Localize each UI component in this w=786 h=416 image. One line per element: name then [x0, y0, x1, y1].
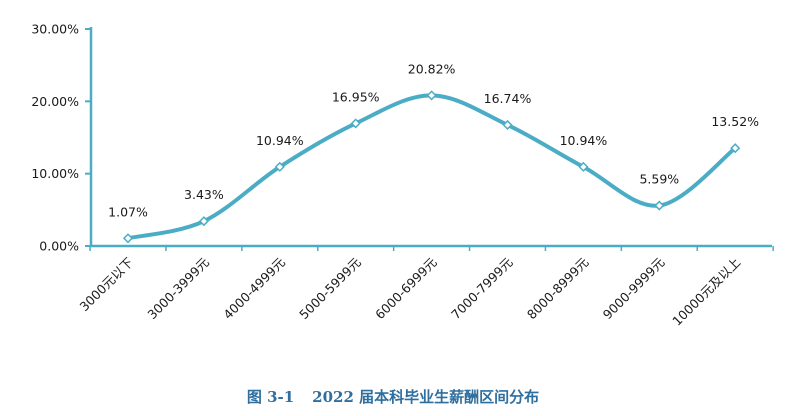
data-point-marker	[274, 161, 285, 172]
data-point-marker	[122, 233, 134, 244]
data-label: 16.74%	[484, 91, 532, 106]
data-label: 16.95%	[332, 89, 380, 104]
data-point-marker	[730, 143, 741, 154]
data-label: 13.52%	[711, 114, 759, 129]
data-point-marker	[426, 90, 437, 101]
category-label: 10000元及以上	[669, 255, 743, 329]
category-label: 8000-8999元	[524, 255, 592, 323]
data-label: 3.43%	[184, 187, 224, 202]
series-line	[126, 93, 738, 241]
data-label: 10.94%	[256, 133, 304, 148]
series-line-group	[126, 93, 738, 241]
y-tick-label: 20.00%	[31, 94, 79, 109]
category-label: 5000-5999元	[296, 255, 364, 323]
data-label: 10.94%	[560, 133, 608, 148]
y-tick-label: 10.00%	[31, 166, 79, 181]
category-label: 3000元以下	[77, 255, 137, 315]
category-label-group: 3000元以下 3000-3999元 4000-4999元 5000-5999元 600…	[77, 255, 744, 329]
data-point-marker	[654, 200, 665, 211]
data-label: 20.82%	[408, 61, 456, 76]
y-tick-label: 30.00%	[31, 22, 79, 37]
y-axis: 0.00% 10.00% 20.00% 30.00%	[31, 22, 93, 254]
y-tick-label: 0.00%	[39, 239, 79, 254]
data-point-marker	[350, 118, 361, 129]
category-label: 3000-3999元	[144, 255, 212, 323]
salary-line-chart: 0.00% 10.00% 20.00% 30.00% 1.07% 3.43% 10.94%…	[31, 22, 774, 329]
marker-group	[122, 90, 741, 244]
data-label: 5.59%	[639, 172, 679, 187]
category-label: 4000-4999元	[220, 255, 288, 323]
data-point-marker	[198, 216, 209, 227]
category-label: 6000-6999元	[372, 255, 440, 323]
figure-caption: 图 3-1 2022 届本科毕业生薪酬区间分布	[0, 386, 786, 407]
data-point-marker	[578, 161, 589, 172]
x-axis	[89, 244, 774, 251]
data-label-group: 1.07% 3.43% 10.94% 16.95% 20.82% 16.74% 10.94%…	[108, 61, 759, 219]
category-label: 7000-7999元	[448, 255, 516, 323]
data-point-marker	[502, 119, 513, 130]
caption-title: 2022 届本科毕业生薪酬区间分布	[312, 388, 540, 406]
category-label: 9000-9999元	[600, 255, 668, 323]
data-label: 1.07%	[108, 204, 148, 219]
caption-number: 图 3-1	[246, 388, 295, 406]
